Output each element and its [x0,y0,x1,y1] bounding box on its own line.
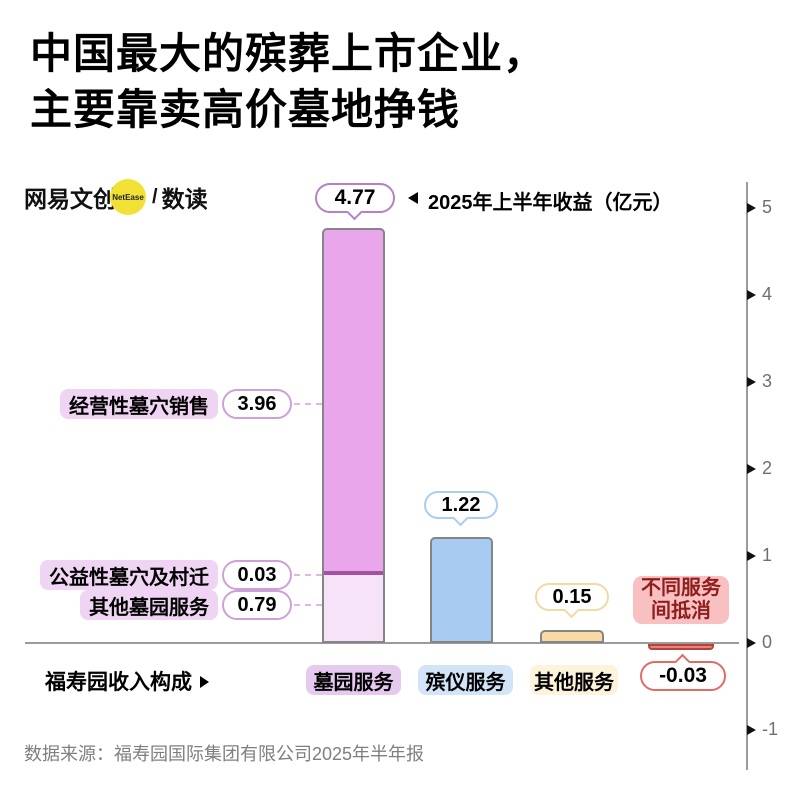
category-label-cemetery: 墓园服务 [306,665,401,695]
y-tick-1: 1 [762,545,773,565]
bar-other-services [540,630,604,643]
tick-arrow-icon [747,203,756,213]
right-arrow-icon [200,676,209,688]
offset-label-line-1: 不同服务 [641,577,721,599]
page-title: 中国最大的殡葬上市企业， 主要靠卖高价墓地挣钱 [30,26,546,138]
bar-funeral-services [430,537,493,643]
brand-sub-name: 数读 [161,186,208,212]
y-tick-2: 2 [762,458,773,478]
zero-baseline [25,642,739,644]
bar-segment-cemetery-commercial [322,228,385,574]
connector-dash [294,604,322,606]
netease-badge-icon: NetEase [110,179,146,215]
breakdown-value-other-cemetery: 0.79 [222,590,292,620]
tick-arrow-icon [747,638,756,648]
brand-lockup: 网易文创 NetEase / 数读 [24,179,208,215]
tick-arrow-icon [747,377,756,387]
breakdown-label-charity: 公益性墓穴及村迁 [40,560,218,590]
other-value: 0.15 [552,585,592,608]
y-tick-4: 4 [762,284,773,304]
tick-arrow-icon [747,725,756,735]
title-line-1: 中国最大的殡葬上市企业， [30,30,547,77]
breakdown-value-charity: 0.03 [222,560,292,590]
brand-divider: / [152,185,158,208]
offset-label-line-2: 间抵消 [651,600,711,622]
tick-arrow-icon [747,290,756,300]
y-axis-line [746,182,748,770]
category-label-other: 其他服务 [530,665,618,695]
y-tick-3: 3 [762,371,773,391]
tick-arrow-icon [747,464,756,474]
value-bubble-funeral: 1.22 [424,491,498,527]
tick-arrow-icon [747,551,756,561]
cemetery-total-value: 4.77 [334,186,376,209]
x-axis-caption: 福寿园收入构成 [45,666,209,696]
offset-value: -0.03 [659,664,707,687]
connector-dash [294,574,322,576]
breakdown-label-other-cemetery: 其他墓园服务 [80,590,218,620]
data-source: 数据来源：福寿园国际集团有限公司2025年半年报 [24,744,425,764]
y-tick-neg1: -1 [762,719,779,739]
bar-segment-cemetery-other [322,575,385,643]
brand-name: 网易文创 [24,186,116,212]
x-caption-text: 福寿园收入构成 [45,671,192,694]
bar-offset-negative [648,644,714,650]
title-line-2: 主要靠卖高价墓地挣钱 [30,86,461,133]
connector-dash [294,403,322,405]
value-bubble-offset: -0.03 [640,653,726,691]
value-bubble-cemetery-total: 4.77 [315,183,395,221]
offset-category-label: 不同服务 间抵消 [633,576,729,624]
axis-note: 2025年上半年收益（亿元） [428,192,673,214]
left-arrow-icon [408,192,418,204]
breakdown-label-commercial: 经营性墓穴销售 [60,389,218,419]
value-bubble-other: 0.15 [535,583,609,619]
bar-segment-cemetery-charity [322,571,385,576]
funeral-value: 1.22 [441,493,481,516]
breakdown-value-commercial: 3.96 [222,389,292,419]
y-tick-5: 5 [762,197,773,217]
y-tick-0: 0 [762,632,773,652]
category-label-funeral: 殡仪服务 [418,665,513,695]
